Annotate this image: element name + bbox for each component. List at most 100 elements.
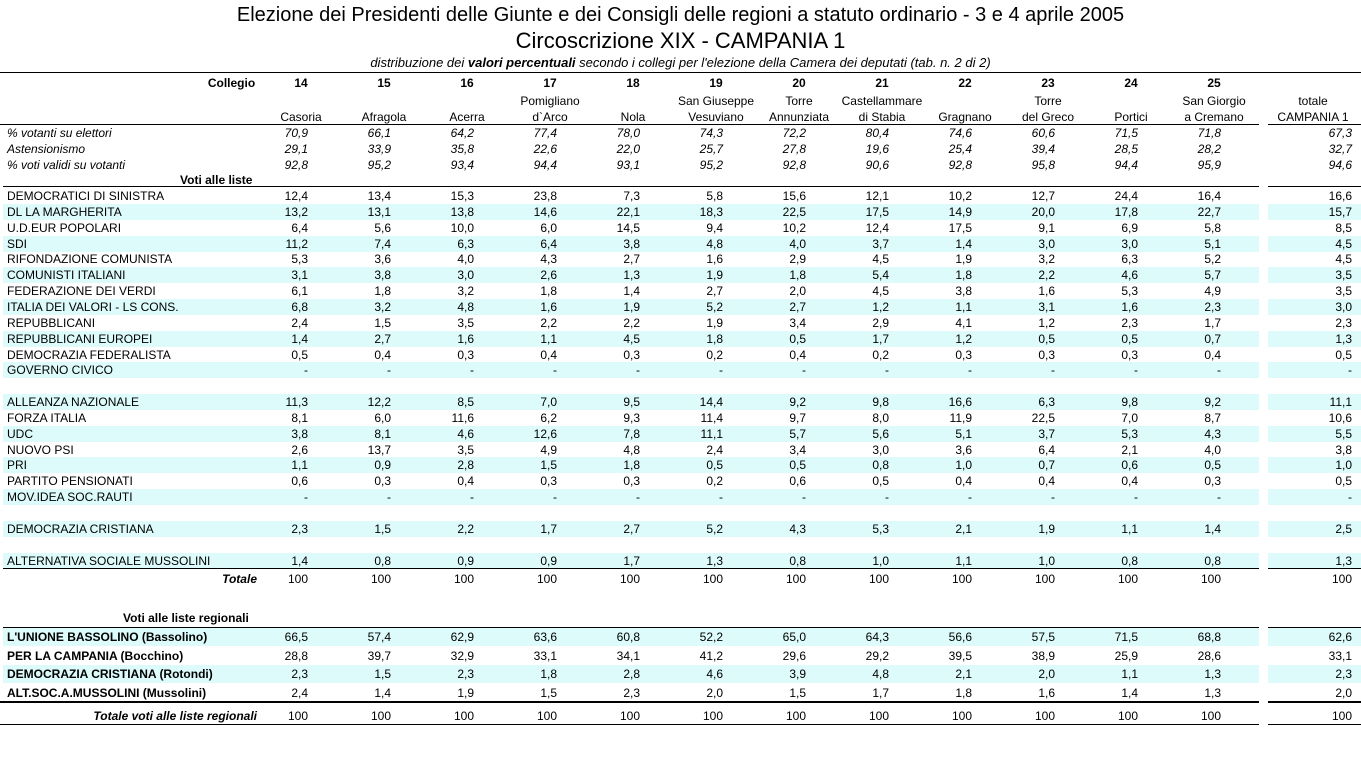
cell-value: 1,1	[540, 332, 557, 346]
collegio-name-line1: Torre	[785, 94, 813, 108]
cell-value: 11,2	[285, 237, 308, 251]
cell-value: 4,9	[540, 443, 557, 457]
cell-value: 0,4	[1204, 348, 1221, 362]
cell-total: 8,5	[1335, 221, 1352, 235]
cell-value: 2,4	[291, 316, 308, 330]
cell-value: -	[885, 490, 889, 504]
cell-value: 19,6	[865, 142, 889, 156]
cell-value: 2,2	[540, 316, 557, 330]
cell-value: 3,0	[1038, 237, 1055, 251]
cell-value: 6,3	[457, 237, 474, 251]
cell-value: 11,3	[285, 395, 308, 409]
cell-value: 2,2	[457, 522, 474, 536]
cell-value: 2,6	[291, 443, 308, 457]
cell-value: 2,6	[540, 268, 557, 282]
cell-value: 39,5	[948, 648, 972, 663]
cell-value: 0,8	[1204, 554, 1221, 568]
cell-value: 0,5	[291, 348, 308, 362]
cell-value: 2,9	[789, 252, 806, 266]
cell-value: 14,4	[699, 395, 723, 409]
cell-value: 2,3	[291, 522, 308, 536]
cell-value: 1,8	[540, 667, 557, 681]
cell-value: 3,8	[291, 427, 308, 441]
cell-value: 14,9	[948, 205, 972, 219]
cell-value: 1,1	[291, 458, 308, 472]
cell-value: 1,4	[291, 332, 308, 346]
cell-value: 4,5	[872, 252, 889, 266]
cell-total: 1,3	[1335, 332, 1352, 346]
party-row	[0, 505, 1361, 521]
cell-value: 22,0	[616, 142, 640, 156]
cell-value: -	[636, 363, 640, 377]
row-band	[3, 553, 1259, 569]
cell-value: 100	[868, 572, 889, 586]
party-row: ALTERNATIVA SOCIALE MUSSOLINI 1,4 0,8 0,9 0,…	[0, 553, 1361, 569]
party-row: COMUNISTI ITALIANI 3,1 3,8 3,0 2,6 1,3 1,9 1,8 5…	[0, 267, 1361, 283]
party-row: DEMOCRATICI DI SINISTRA 12,4 13,4 15,3 23,8 7…	[0, 188, 1361, 204]
cell-total: 16,6	[1328, 189, 1352, 203]
party-row: GOVERNO CIVICO - - - - - - - - - - - - -	[0, 362, 1361, 378]
cell-value: 1,0	[872, 554, 889, 568]
cell-value: 17,8	[1114, 205, 1138, 219]
collegio-name-line2: Nola	[620, 110, 646, 124]
cell-value: 29,6	[782, 648, 806, 663]
cell-value: 2,3	[291, 667, 308, 681]
cell-value: 100	[1117, 709, 1138, 723]
collegio-name-line1: San Giuseppe	[677, 94, 755, 108]
cell-value: 3,2	[1038, 252, 1055, 266]
regional-list-label: DEMOCRAZIA CRISTIANA (Rotondi)	[7, 667, 213, 681]
collegio-name-line2: Afragola	[361, 110, 407, 124]
cell-value: 2,3	[623, 685, 640, 700]
cell-value: -	[553, 363, 557, 377]
row-band-total	[1268, 331, 1361, 347]
row-label: MOV.IDEA SOC.RAUTI	[7, 490, 133, 504]
cell-value: 2,3	[457, 667, 474, 681]
row-label: DL LA MARGHERITA	[7, 205, 122, 219]
cell-value: 35,8	[450, 142, 474, 156]
row-label: ALLEANZA NAZIONALE	[7, 395, 140, 409]
cell-total: 10,6	[1328, 411, 1352, 425]
cell-value: 100	[868, 709, 889, 723]
row-band-total	[1268, 489, 1361, 505]
totale-header-line2: CAMPANIA 1	[1277, 110, 1349, 124]
cell-value: 3,0	[872, 443, 889, 457]
cell-total: -	[1348, 490, 1352, 504]
row-label: U.D.EUR POPOLARI	[7, 221, 122, 235]
cell-value: 1,9	[457, 685, 474, 700]
cell-value: 0,5	[1121, 332, 1138, 346]
cell-value: 100	[370, 709, 391, 723]
cell-value: 1,8	[789, 268, 806, 282]
cell-total: 1,0	[1335, 458, 1352, 472]
collegio-number: 15	[377, 76, 391, 90]
cell-value: 6,3	[1038, 395, 1055, 409]
cell-value: 1,7	[623, 554, 640, 568]
cell-value: 0,8	[872, 458, 889, 472]
party-row: REPUBBLICANI EUROPEI 1,4 2,7 1,6 1,1 4,5 1,8 0,…	[0, 331, 1361, 347]
cell-value: 56,6	[948, 630, 972, 644]
regional-list-label: L'UNIONE BASSOLINO (Bassolino)	[7, 630, 208, 644]
cell-value: -	[1134, 490, 1138, 504]
row-label: ITALIA DEI VALORI - LS CONS.	[7, 300, 179, 314]
row-label: COMUNISTI ITALIANI	[7, 268, 126, 282]
turnout-row: % votanti su elettori 70,9 66,1 64,2 77,4 78,…	[0, 125, 1361, 141]
party-row: U.D.EUR POPOLARI 6,4 5,6 10,0 6,0 14,5 9,4 10,2…	[0, 220, 1361, 236]
cell-value: 100	[785, 572, 806, 586]
cell-total: 3,5	[1335, 284, 1352, 298]
cell-value: 2,8	[623, 667, 640, 681]
cell-value: 77,4	[533, 126, 557, 140]
cell-value: 6,4	[291, 221, 308, 235]
cell-value: 92,8	[284, 158, 308, 172]
cell-value: 1,9	[955, 252, 972, 266]
row-band	[3, 299, 1259, 315]
cell-value: 1,5	[789, 685, 806, 700]
cell-value: 4,8	[623, 443, 640, 457]
cell-value: 33,1	[533, 648, 557, 663]
cell-value: 3,7	[1038, 427, 1055, 441]
cell-value: 13,8	[450, 205, 474, 219]
cell-value: 94,4	[533, 158, 557, 172]
cell-value: 74,6	[948, 126, 972, 140]
cell-value: 4,0	[457, 252, 474, 266]
collegio-name-line1: Castellammare	[841, 94, 923, 108]
cell-value: -	[1217, 490, 1221, 504]
